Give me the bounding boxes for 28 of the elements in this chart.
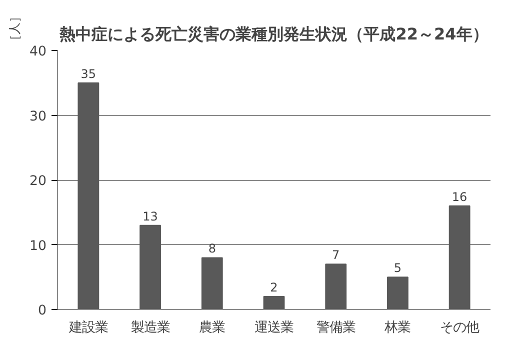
data-label: 7 [332, 248, 340, 262]
bar [387, 276, 408, 310]
y-tick-label: 10 [30, 238, 47, 254]
bar [201, 257, 223, 310]
bar [325, 264, 347, 310]
x-tick-label: 運送業 [254, 320, 294, 336]
bar [448, 205, 470, 310]
bar [140, 224, 161, 310]
x-tick-label: 農業 [199, 320, 226, 336]
bar [263, 296, 285, 310]
x-tick-label: 製造業 [130, 320, 170, 336]
y-tick-label: 0 [38, 304, 47, 318]
data-label: 2 [270, 280, 278, 295]
y-tick-label: 40 [30, 44, 47, 60]
data-label: 13 [142, 209, 158, 224]
x-tick-label: 林業 [384, 320, 411, 336]
x-tick-label: その他 [440, 320, 480, 336]
y-axis-title: ［人］ [8, 10, 22, 46]
data-label: 8 [208, 242, 216, 256]
bar [78, 82, 100, 310]
chart-title: 熱中症による死亡災害の業種別発生状況（平成22～24年） [58, 24, 488, 44]
y-tick-label: 30 [30, 109, 47, 124]
data-label: 5 [394, 261, 402, 276]
y-tick-label: 20 [30, 174, 47, 189]
data-label: 16 [452, 190, 468, 204]
data-label: 35 [80, 66, 96, 81]
x-tick-label: 警備業 [316, 320, 356, 336]
x-tick-label: 建設業 [68, 320, 108, 336]
